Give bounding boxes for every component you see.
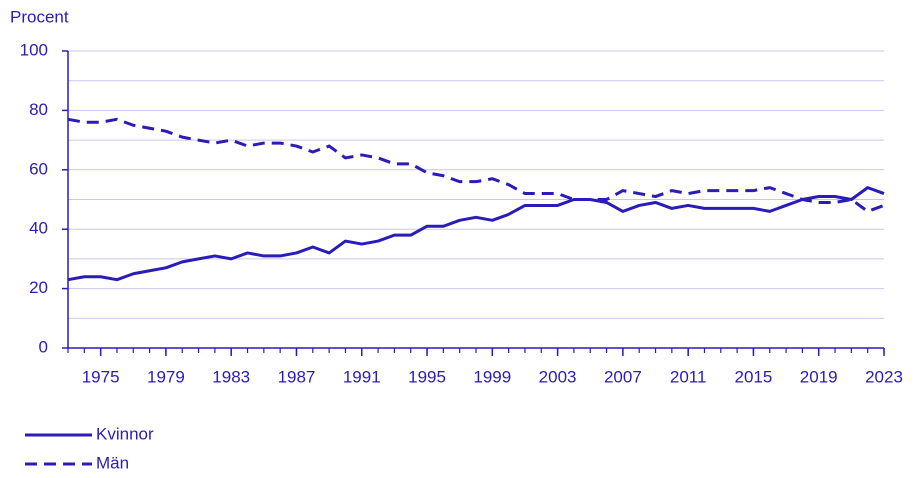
x-tick-label: 2003: [539, 367, 577, 386]
y-tick-label: 60: [29, 159, 48, 178]
y-tick-label: 100: [20, 40, 48, 59]
x-tick-label: 1991: [343, 367, 381, 386]
y-axis-label: Procent: [10, 7, 69, 26]
data-line: [67, 117, 885, 213]
y-tick-label: 20: [29, 278, 48, 297]
x-tick-label: 1995: [408, 367, 446, 386]
x-tick-label: 1999: [473, 367, 511, 386]
x-tick-label: 2015: [735, 367, 773, 386]
legend-label: Kvinnor: [96, 424, 154, 443]
x-tick-label: 2007: [604, 367, 642, 386]
y-tick-label: 80: [29, 100, 48, 119]
x-tick-label: 1983: [212, 367, 250, 386]
x-tick-label: 2019: [800, 367, 838, 386]
x-tick-label: 1975: [82, 367, 120, 386]
legend-label: Män: [96, 453, 129, 472]
y-tick-label: 40: [29, 219, 48, 238]
x-tick-label: 2011: [670, 367, 707, 386]
x-tick-label: 1979: [147, 367, 185, 386]
y-tick-label: 0: [39, 337, 48, 356]
x-tick-label: 2023: [865, 367, 903, 386]
data-line: [67, 186, 885, 282]
x-tick-label: 1987: [278, 367, 316, 386]
